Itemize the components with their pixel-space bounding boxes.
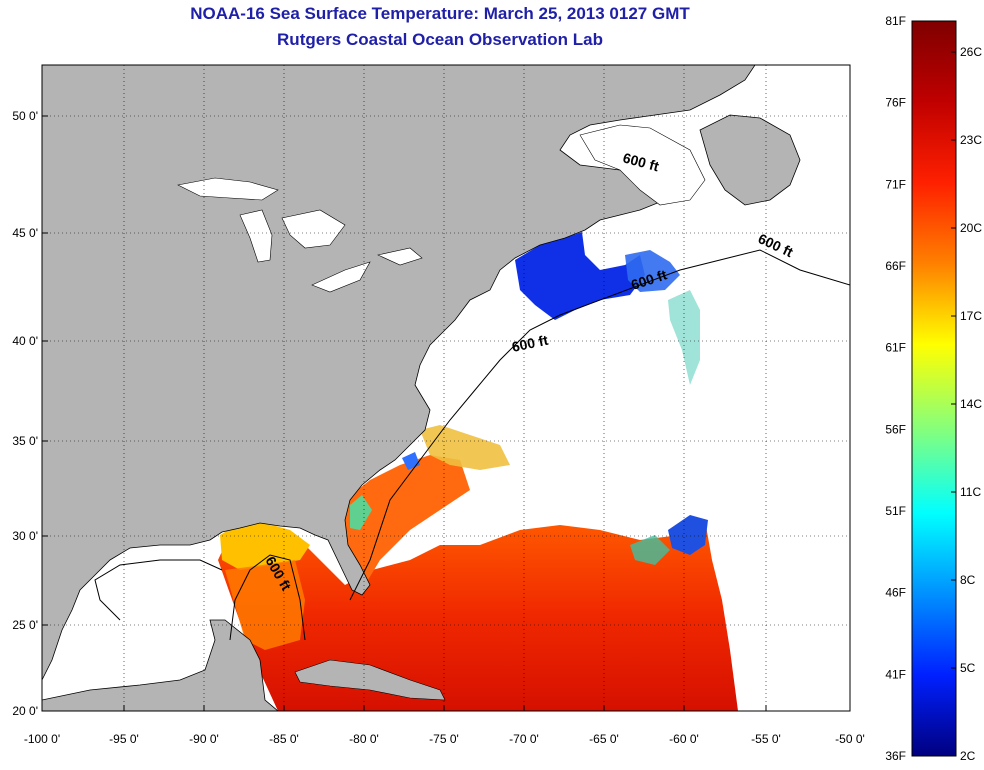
gulf-st-lawrence <box>579 124 706 206</box>
colorbar-gradient <box>911 20 957 757</box>
x-tick-label: -60 0' <box>669 732 699 746</box>
sst-nc-shelf <box>420 425 510 470</box>
colorbar-c-label: 11C <box>960 485 981 499</box>
y-tick-label: 45 0' <box>12 226 38 240</box>
colorbar-celsius-labels: 26C 23C 20C 17C 14C 11C 8C 5C 2C <box>951 45 982 763</box>
colorbar-c-label: 20C <box>960 221 982 235</box>
colorbar: 81F 76F 71F 66F 61F 56F 51F 46F 41F 36F 26C 23C 20C… <box>885 14 982 763</box>
isobath-label: 600 ft <box>510 332 549 355</box>
colorbar-fahrenheit-labels: 81F 76F 71F 66F 61F 56F 51F 46F 41F 36F <box>885 14 906 763</box>
colorbar-f-label: 76F <box>885 96 906 110</box>
land-mexico-south <box>42 619 279 711</box>
colorbar-f-label: 61F <box>885 341 906 355</box>
sst-gulf-of-maine <box>515 232 645 320</box>
colorbar-c-label: 8C <box>960 573 976 587</box>
sst-gulf-coastal <box>220 522 310 570</box>
sst-teal-east <box>630 535 670 565</box>
colorbar-f-label: 41F <box>885 667 906 681</box>
map-title: NOAA-16 Sea Surface Temperature: March 2… <box>190 4 690 23</box>
land-newfoundland <box>699 114 801 206</box>
x-tick-label: -50 0' <box>835 732 865 746</box>
y-tick-label: 25 0' <box>12 618 38 632</box>
y-tick-label: 35 0' <box>12 434 38 448</box>
y-tick-label: 20 0' <box>12 704 38 718</box>
x-tick-label: -75 0' <box>429 732 459 746</box>
sst-scotian-shelf <box>625 250 680 292</box>
y-tick-label: 50 0' <box>12 109 38 123</box>
map-subtitle: Rutgers Coastal Ocean Observation Lab <box>277 30 603 49</box>
graticule <box>42 65 850 711</box>
sst-cold-patch-east <box>668 515 708 555</box>
x-tick-label: -55 0' <box>751 732 781 746</box>
y-tick-label: 40 0' <box>12 334 38 348</box>
map-frame <box>41 64 851 712</box>
colorbar-c-label: 26C <box>960 45 982 59</box>
colorbar-f-label: 56F <box>885 422 906 436</box>
colorbar-c-label: 14C <box>960 397 982 411</box>
land-cuba <box>294 659 446 701</box>
colorbar-f-label: 81F <box>885 14 906 28</box>
isobath-600ft <box>94 249 850 641</box>
colorbar-c-label: 17C <box>960 309 982 323</box>
great-lakes <box>177 177 423 293</box>
x-tick-label: -95 0' <box>109 732 139 746</box>
colorbar-f-label: 71F <box>885 177 906 191</box>
x-tick-label: -90 0' <box>189 732 219 746</box>
colorbar-f-label: 46F <box>885 586 906 600</box>
x-tick-label: -85 0' <box>269 732 299 746</box>
colorbar-c-label: 5C <box>960 661 976 675</box>
colorbar-c-label: 23C <box>960 133 982 147</box>
x-axis: -100 0' -95 0' -90 0' -85 0' -80 0' -75 0' -70… <box>24 705 865 746</box>
colorbar-c-label: 2C <box>960 749 976 763</box>
sst-gulf-stream <box>342 455 470 585</box>
land-north-america <box>42 65 756 681</box>
colorbar-f-label: 66F <box>885 259 906 273</box>
x-tick-label: -100 0' <box>24 732 60 746</box>
colorbar-f-label: 36F <box>885 749 906 763</box>
y-tick-label: 30 0' <box>12 529 38 543</box>
x-tick-label: -80 0' <box>349 732 379 746</box>
sst-shelf-green <box>350 495 372 530</box>
colorbar-f-label: 51F <box>885 504 906 518</box>
x-tick-label: -65 0' <box>589 732 619 746</box>
y-axis: 50 0' 45 0' 40 0' 35 0' 30 0' 25 0' 20 0' <box>12 109 48 718</box>
sst-gulf-band <box>225 560 305 650</box>
map-area <box>42 65 850 711</box>
x-tick-label: -70 0' <box>509 732 539 746</box>
